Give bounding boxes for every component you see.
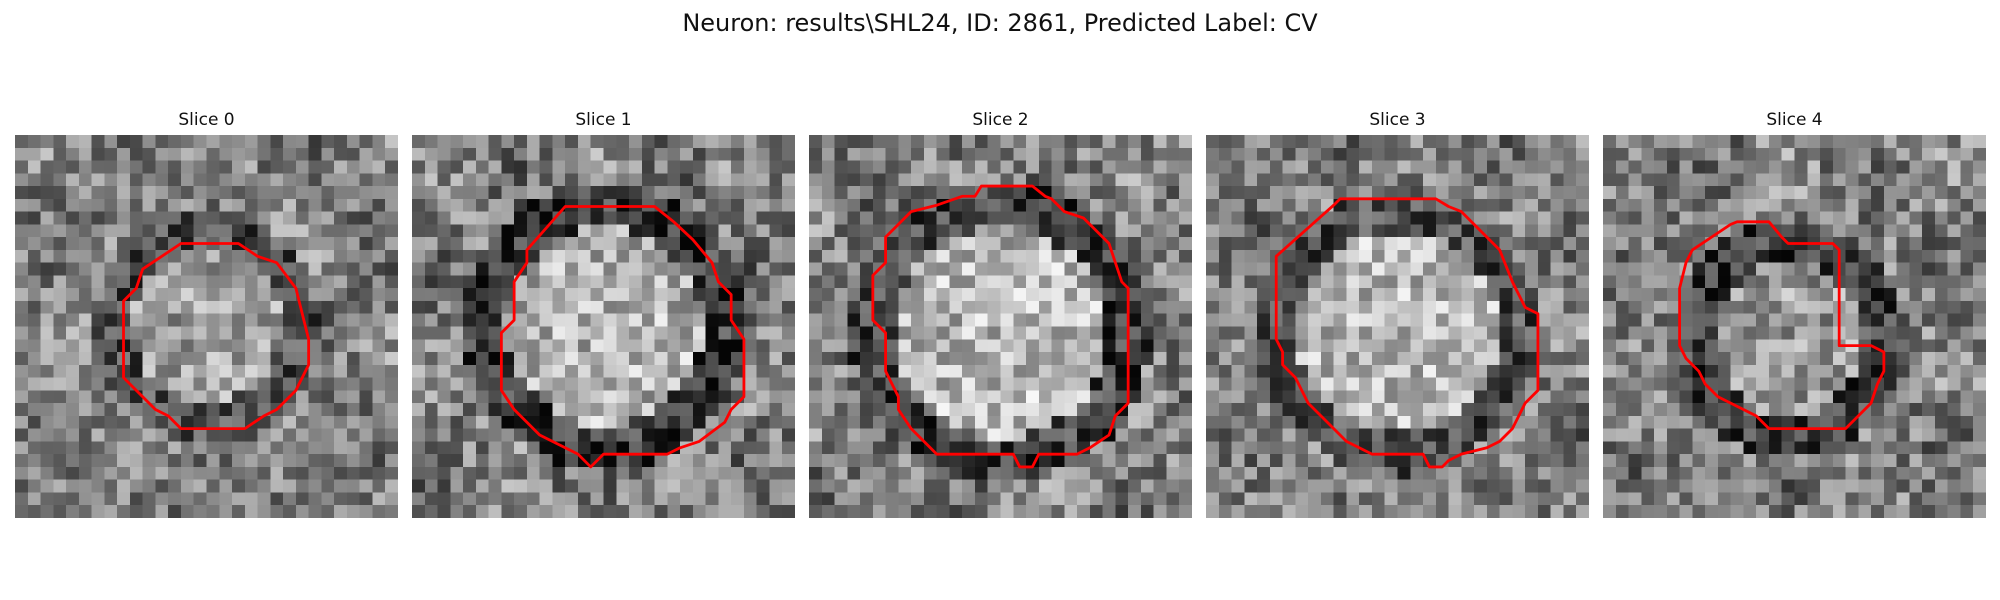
- figure-title: Neuron: results\SHL24, ID: 2861, Predict…: [682, 9, 1318, 37]
- panel-title-slice-3: Slice 3: [1369, 110, 1426, 130]
- panel-title-slice-2: Slice 2: [972, 110, 1029, 130]
- slice-3-contour: [1274, 197, 1540, 469]
- slice-1-image: [412, 135, 795, 518]
- pixel-grid: [809, 135, 1192, 518]
- slice-0-svg: [15, 135, 398, 518]
- slice-0-contour: [122, 242, 311, 431]
- slice-2-image: [809, 135, 1192, 518]
- pixel-grid: [1206, 135, 1589, 518]
- slice-0-image: [15, 135, 398, 518]
- pixel-grid: [1603, 135, 1986, 518]
- slice-4-image: [1603, 135, 1986, 518]
- slice-3-svg: [1206, 135, 1589, 518]
- panel-title-slice-4: Slice 4: [1766, 110, 1823, 130]
- slice-1-svg: [412, 135, 795, 518]
- pixel-grid: [412, 135, 795, 518]
- slice-3-image: [1206, 135, 1589, 518]
- panel-title-slice-1: Slice 1: [575, 110, 632, 130]
- slice-4-svg: [1603, 135, 1986, 518]
- pixel-grid: [15, 135, 398, 518]
- slice-1-contour: [499, 205, 746, 469]
- slice-4-contour: [1678, 220, 1886, 431]
- slice-2-svg: [809, 135, 1192, 518]
- slice-2-contour: [871, 184, 1130, 469]
- panel-title-slice-0: Slice 0: [178, 110, 235, 130]
